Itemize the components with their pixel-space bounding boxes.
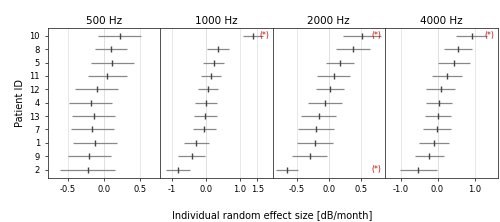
Text: (*): (*) [372,165,382,174]
Text: (*): (*) [484,31,494,40]
Y-axis label: Patient ID: Patient ID [15,79,25,127]
Text: (*): (*) [259,31,269,40]
Title: 1000 Hz: 1000 Hz [195,16,238,26]
Title: 2000 Hz: 2000 Hz [308,16,350,26]
Text: (*): (*) [372,31,382,40]
Title: 500 Hz: 500 Hz [86,16,122,26]
Text: Individual random effect size [dB/month]: Individual random effect size [dB/month] [172,210,372,220]
Title: 4000 Hz: 4000 Hz [420,16,463,26]
